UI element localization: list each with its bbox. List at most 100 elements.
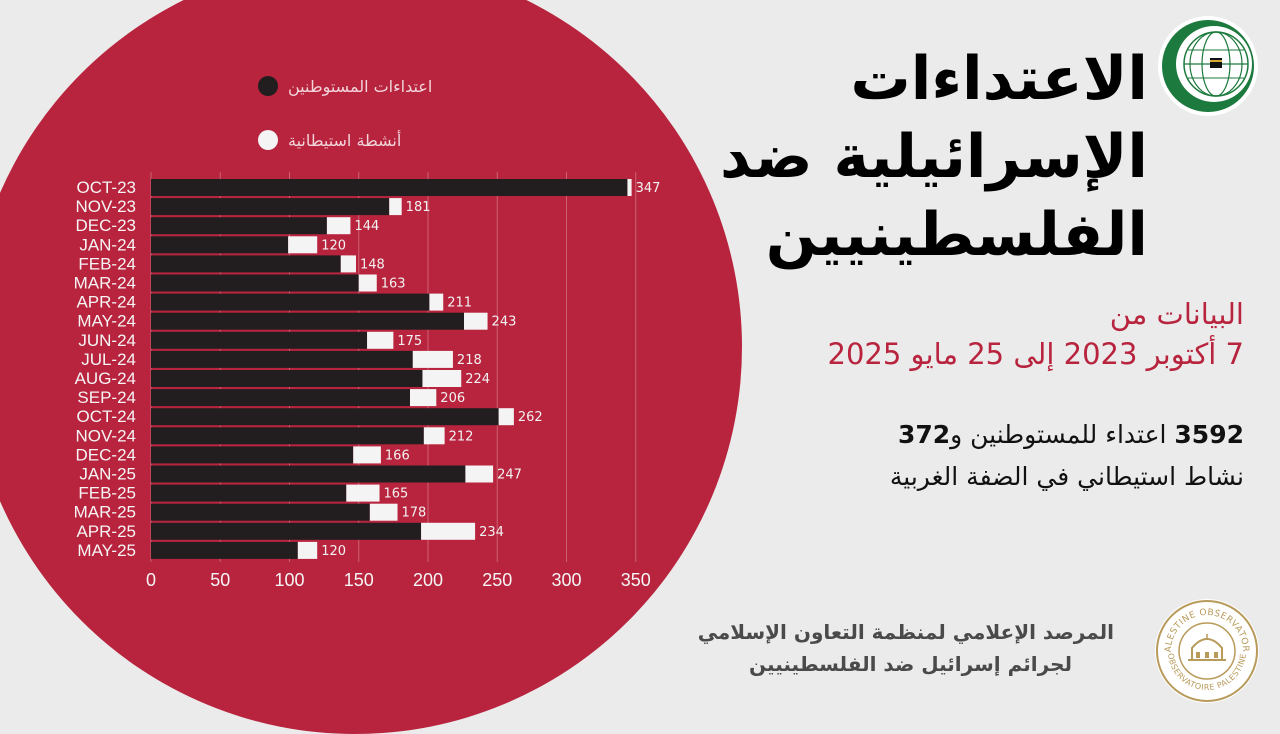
bar-settlement-feb-24 xyxy=(340,255,356,273)
period-label: البيانات من xyxy=(1109,297,1244,331)
data-label-mar-24: 163 xyxy=(381,277,406,292)
x-tick-label-150: 150 xyxy=(344,570,374,590)
oic-logo-icon xyxy=(1158,16,1258,116)
legend-label-settlement: أنشطة استيطانية xyxy=(288,130,402,150)
data-label-jan-24: 120 xyxy=(321,238,346,253)
data-label-oct-24: 262 xyxy=(518,410,543,425)
category-label-jul-24: JUL-24 xyxy=(81,350,136,369)
data-label-nov-23: 181 xyxy=(406,200,431,215)
legend-settler-attacks: اعتداءات المستوطنين xyxy=(258,74,432,98)
bar-settlement-oct-24 xyxy=(498,408,514,426)
bar-settlement-mar-24 xyxy=(358,274,377,292)
bar-settlement-nov-24 xyxy=(423,427,445,445)
data-label-jun-24: 175 xyxy=(397,334,422,349)
category-label-apr-25: APR-25 xyxy=(76,522,136,541)
bar-settler-jan-25 xyxy=(151,465,466,483)
bar-settlement-jan-24 xyxy=(288,236,318,254)
category-label-nov-23: NOV-23 xyxy=(76,197,136,216)
data-label-apr-25: 234 xyxy=(479,525,504,540)
period-range: 7 أكتوبر 2023 إلى 25 مايو 2025 xyxy=(827,337,1244,371)
category-label-may-25: MAY-25 xyxy=(77,541,136,560)
bar-settlement-mar-25 xyxy=(369,503,398,521)
legend-label-settler: اعتداءات المستوطنين xyxy=(288,76,433,96)
bar-settler-sep-24 xyxy=(151,389,410,407)
data-label-aug-24: 224 xyxy=(465,372,490,387)
bar-settler-may-24 xyxy=(151,312,465,330)
footer-org-subtitle: لجرائم إسرائيل ضد الفلسطينيين xyxy=(749,652,1072,676)
category-label-jun-24: JUN-24 xyxy=(78,331,136,350)
bar-settler-dec-23 xyxy=(151,217,327,235)
bar-settler-mar-25 xyxy=(151,503,370,521)
data-label-dec-23: 144 xyxy=(354,219,379,234)
category-label-oct-24: OCT-24 xyxy=(76,407,136,426)
bar-settlement-apr-25 xyxy=(421,522,476,540)
x-tick-label-250: 250 xyxy=(482,570,512,590)
data-label-feb-25: 165 xyxy=(384,487,409,502)
bar-settlement-jul-24 xyxy=(412,350,453,368)
legend-marker-dark xyxy=(258,76,278,96)
category-label-sep-24: SEP-24 xyxy=(77,388,136,407)
bar-settlement-jan-25 xyxy=(465,465,494,483)
page-title: الاعتداءات الإسرائيلية ضد الفلسطينيين xyxy=(719,44,1148,270)
bar-settler-feb-25 xyxy=(151,484,347,502)
x-tick-label-200: 200 xyxy=(413,570,443,590)
data-label-may-24: 243 xyxy=(492,315,517,330)
x-tick-label-350: 350 xyxy=(621,570,651,590)
category-label-apr-24: APR-24 xyxy=(76,293,136,312)
bar-settlement-feb-25 xyxy=(346,484,380,502)
x-tick-label-100: 100 xyxy=(274,570,304,590)
data-label-may-25: 120 xyxy=(321,544,346,559)
bar-settlement-nov-23 xyxy=(389,198,402,216)
category-label-feb-25: FEB-25 xyxy=(78,484,136,503)
bar-settler-apr-24 xyxy=(151,293,430,311)
legend-marker-light xyxy=(258,130,278,150)
category-label-feb-24: FEB-24 xyxy=(78,254,136,273)
bar-settlement-aug-24 xyxy=(422,370,462,387)
x-tick-label-50: 50 xyxy=(210,570,230,590)
bar-settlement-dec-23 xyxy=(326,217,351,235)
bar-settler-nov-24 xyxy=(151,427,424,445)
bar-settler-dec-24 xyxy=(151,446,354,464)
data-label-jul-24: 218 xyxy=(457,353,482,368)
settlement-total: 372 xyxy=(897,420,951,449)
bar-settlement-sep-24 xyxy=(409,389,437,407)
palestine-observatory-logo-icon: PALESTINE OBSERVATORY OBSERVATOIRE PALES… xyxy=(1154,598,1259,703)
bar-settler-apr-25 xyxy=(151,522,422,540)
bar-settlement-apr-24 xyxy=(429,293,444,311)
bar-settlement-jun-24 xyxy=(367,331,394,349)
bar-settler-feb-24 xyxy=(151,255,341,273)
data-label-apr-24: 211 xyxy=(447,296,472,311)
bar-settler-aug-24 xyxy=(151,370,423,387)
data-label-feb-24: 148 xyxy=(360,257,385,272)
data-label-jan-25: 247 xyxy=(497,468,522,483)
bar-settler-oct-24 xyxy=(151,408,499,426)
data-label-dec-24: 166 xyxy=(385,448,410,463)
data-label-sep-24: 206 xyxy=(440,391,465,406)
bar-settlement-oct-23 xyxy=(627,179,632,196)
category-label-jan-24: JAN-24 xyxy=(79,235,136,254)
bar-settler-jul-24 xyxy=(151,350,413,368)
data-label-nov-24: 212 xyxy=(449,429,474,444)
bar-settler-oct-23 xyxy=(151,179,628,196)
x-tick-label-300: 300 xyxy=(551,570,581,590)
settler-total: 3592 xyxy=(1174,420,1244,449)
x-tick-label-0: 0 xyxy=(146,570,156,590)
bar-settler-nov-23 xyxy=(151,198,390,216)
category-label-dec-24: DEC-24 xyxy=(76,445,136,464)
category-label-jan-25: JAN-25 xyxy=(79,465,136,484)
bar-settler-jun-24 xyxy=(151,331,368,349)
bar-settlement-may-24 xyxy=(464,312,488,330)
bar-settlement-may-25 xyxy=(297,541,318,559)
category-label-oct-23: OCT-23 xyxy=(76,178,136,197)
summary-line-2: نشاط استيطاني في الضفة الغربية xyxy=(889,462,1244,491)
bar-settlement-dec-24 xyxy=(353,446,381,464)
bar-settler-mar-24 xyxy=(151,274,359,292)
footer-org-name: المرصد الإعلامي لمنظمة التعاون الإسلامي xyxy=(697,620,1114,644)
data-label-oct-23: 347 xyxy=(636,181,661,196)
bar-settler-jan-24 xyxy=(151,236,289,254)
category-label-dec-23: DEC-23 xyxy=(76,216,136,235)
stacked-bar-chart: 347 OCT-23 181 NOV-23 144 DEC-23 120 JAN-24 148 F… xyxy=(74,172,661,590)
category-label-mar-25: MAR-25 xyxy=(74,503,136,522)
data-label-mar-25: 178 xyxy=(402,506,427,521)
summary-line-1: 3592 اعتداء للمستوطنين و372 xyxy=(898,420,1244,449)
